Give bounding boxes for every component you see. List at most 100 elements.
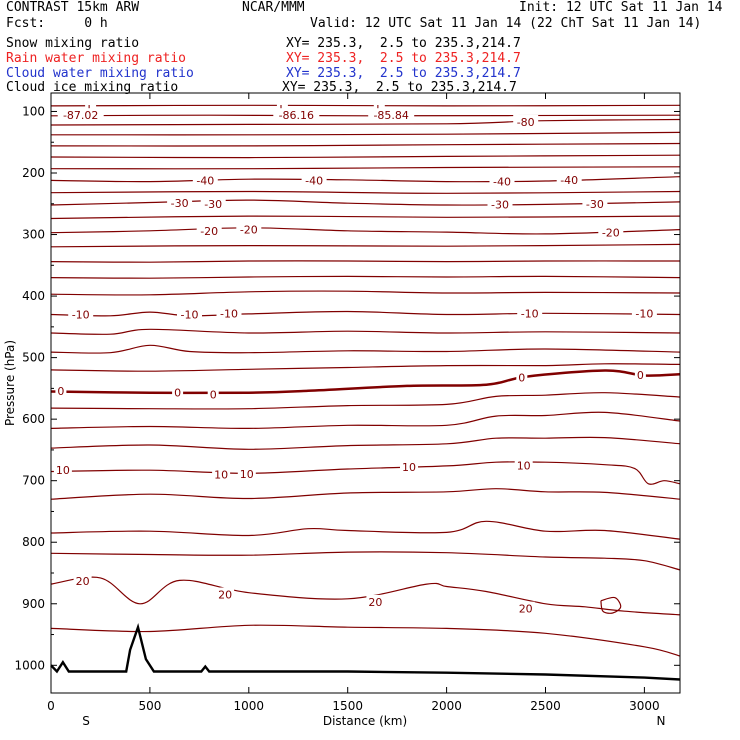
contour-label-bg [55, 383, 67, 397]
closed-contour [600, 596, 622, 614]
contour-label: -20 [200, 225, 218, 238]
isotherm-line [50, 328, 681, 335]
isotherm-line [50, 310, 681, 317]
contour-label: 0 [637, 369, 644, 382]
contour-label: -40 [305, 174, 323, 187]
y-axis-title: Pressure (hPa) [3, 340, 17, 426]
contour-label: 0 [174, 387, 181, 400]
contour-label-bg [212, 467, 231, 481]
field-rain-xy: XY= 235.3, 2.5 to 235.3,214.7 [286, 51, 521, 66]
isotherm-line [50, 243, 681, 248]
contour-label: -30 [586, 198, 604, 211]
contour-label: -10 [521, 307, 539, 320]
y-tick-label: 600 [22, 412, 45, 426]
contour-label-bg [236, 222, 262, 236]
terrain-profile [50, 622, 681, 681]
right-end-label: N [657, 714, 666, 728]
contour-label-bg [301, 173, 327, 187]
contour-label-bg [196, 223, 222, 237]
isotherm-line [50, 461, 681, 485]
terrain-line [50, 622, 681, 681]
isotherm-line [50, 142, 681, 147]
contour-label: 20 [519, 603, 533, 616]
contour-label-bg [368, 108, 415, 122]
isotherm-line [50, 104, 681, 107]
contour-label-bg [489, 174, 515, 188]
contour-label: -80 [517, 116, 535, 129]
field-snow-xy: XY= 235.3, 2.5 to 235.3,214.7 [286, 36, 521, 51]
isotherm-line [50, 176, 681, 183]
contour-label-bg [177, 307, 202, 321]
contour-label: -40 [493, 176, 511, 189]
contour-label-bg [514, 458, 533, 472]
contour-labels: L-87.02L-86.16L-85.84-80-40-40-40-40-30-… [53, 102, 657, 616]
model-title: CONTRAST 15km ARW [6, 0, 140, 15]
forecast-hour: Fcst: 0 h [6, 16, 108, 31]
left-end-label: S [82, 714, 90, 728]
isotherm-line [50, 363, 681, 372]
contour-label-bg [172, 385, 184, 399]
contour-label-bg [216, 587, 235, 601]
contour-label: -87.02 [63, 109, 98, 122]
isotherm-line [50, 344, 681, 354]
contour-label-bg [634, 367, 646, 381]
isotherm-line [50, 166, 681, 170]
y-tick-label: 100 [22, 104, 45, 118]
isotherm-line [50, 260, 681, 263]
isotherm-line [50, 114, 681, 117]
contour-label-bg [200, 196, 226, 210]
contour-label-bg [556, 172, 582, 186]
y-tick-label: 900 [22, 597, 45, 611]
contour-label: -30 [491, 198, 509, 211]
isotherm-line [50, 520, 681, 540]
isotherm-line [50, 551, 681, 571]
plot-frame [50, 92, 681, 694]
contour-label-bg [400, 460, 418, 474]
field-snow-label: Snow mixing ratio [6, 36, 140, 51]
isotherm-line [50, 576, 681, 616]
contour-label-bg [598, 225, 624, 239]
isotherm-line [50, 199, 681, 206]
contour-label-bg [216, 306, 242, 320]
x-tick-label: 1000 [234, 699, 265, 713]
axis-ticks: 0 500 1000 1500 2000 2500 30001002003004005006… [14, 93, 680, 713]
isotherm-line [50, 131, 681, 136]
isotherm-line [50, 118, 681, 126]
isotherm-line [50, 369, 681, 395]
contour-label: -10 [181, 309, 199, 322]
contour-label-bg [73, 574, 92, 587]
contour-label-bg [237, 466, 256, 480]
isotherm-line [50, 275, 681, 279]
isotherm-line [50, 227, 681, 235]
isotherm-contours [50, 104, 681, 657]
isotherm-line [50, 411, 681, 430]
x-tick-label: 1500 [332, 699, 363, 713]
contour-label: -20 [602, 227, 620, 240]
x-tick-label: 500 [138, 699, 161, 713]
contour-label: 0 [57, 385, 64, 398]
y-tick-label: 1000 [14, 658, 45, 672]
contour-label-bg [68, 307, 94, 321]
field-cloud-water-xy: XY= 235.3, 2.5 to 235.3,214.7 [286, 66, 521, 81]
x-axis-title: Distance (km) [323, 714, 407, 728]
x-tick-label: 0 [47, 699, 55, 713]
isotherm-line [50, 290, 681, 296]
contour-label: 10 [214, 469, 228, 482]
contour-label-bg [366, 594, 385, 608]
contour-label-bg [53, 463, 72, 477]
x-tick-label: 2500 [530, 699, 561, 713]
isotherm-line [50, 190, 681, 194]
contour-label: -20 [240, 224, 258, 237]
contour-label: -10 [72, 309, 90, 322]
contour-label: 10 [240, 468, 254, 481]
contour-label: -40 [560, 174, 578, 187]
field-cloud-ice-xy: XY= 235.3, 2.5 to 235.3,214.7 [282, 80, 517, 95]
contour-label: -40 [196, 174, 214, 187]
isotherm-line [50, 392, 681, 410]
contour-label-bg [516, 370, 528, 384]
contour-label: 10 [56, 464, 70, 477]
field-cloud-ice-label: Cloud ice mixing ratio [6, 80, 179, 95]
contour-label: -10 [635, 307, 653, 320]
contour-label-bg [487, 197, 513, 211]
